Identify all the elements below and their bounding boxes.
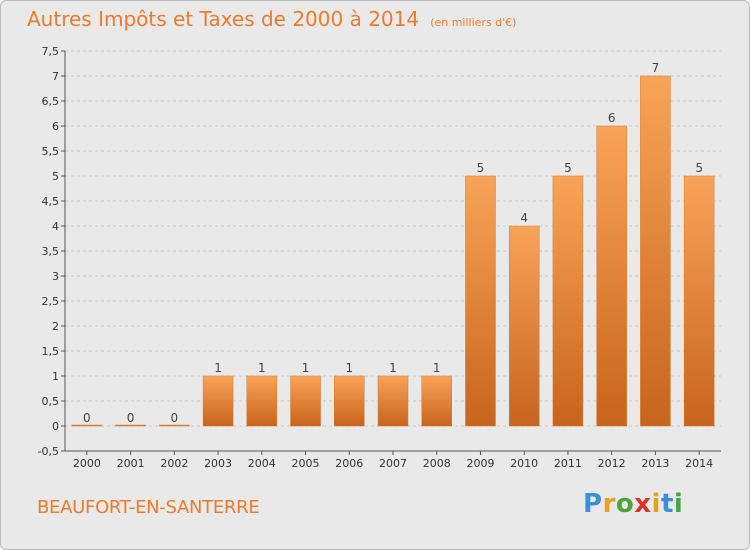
x-tick-label-2001: 2001 bbox=[117, 457, 145, 470]
bar-2012 bbox=[596, 125, 627, 427]
value-label-2012: 6 bbox=[608, 111, 616, 125]
logo-letter: x bbox=[634, 489, 652, 519]
value-label-2013: 7 bbox=[652, 61, 660, 75]
y-tick-label: 3,5 bbox=[42, 245, 60, 258]
commune-name: BEAUFORT-EN-SANTERRE bbox=[37, 497, 260, 518]
y-tick-label: 5 bbox=[52, 170, 59, 183]
value-label-2003: 1 bbox=[214, 361, 222, 375]
y-tick-label: 1,5 bbox=[42, 345, 60, 358]
value-label-2007: 1 bbox=[389, 361, 397, 375]
x-tick-label-2006: 2006 bbox=[335, 457, 363, 470]
bar-2003 bbox=[202, 375, 234, 427]
bar-2010 bbox=[508, 225, 540, 427]
y-tick-label: -0,5 bbox=[38, 445, 59, 458]
bar-2011 bbox=[552, 175, 584, 427]
y-tick-label: 7,5 bbox=[42, 45, 60, 58]
value-label-2008: 1 bbox=[433, 361, 441, 375]
x-tick-label-2007: 2007 bbox=[379, 457, 407, 470]
logo-letter: P bbox=[583, 489, 603, 519]
bar-2006 bbox=[334, 375, 365, 427]
y-tick-label: 4 bbox=[52, 220, 59, 233]
x-tick-label-2003: 2003 bbox=[204, 457, 232, 470]
x-tick-label-2002: 2002 bbox=[160, 457, 188, 470]
bar-2004 bbox=[246, 375, 278, 427]
value-label-2009: 5 bbox=[477, 161, 485, 175]
y-tick-label: 6,5 bbox=[42, 95, 60, 108]
y-tick-label: 1 bbox=[52, 370, 59, 383]
x-tick-label-2014: 2014 bbox=[685, 457, 713, 470]
value-label-2005: 1 bbox=[302, 361, 310, 375]
title-row: Autres Impôts et Taxes de 2000 à 2014 (e… bbox=[27, 7, 516, 31]
bar-2002 bbox=[159, 424, 190, 427]
x-tick-label-2008: 2008 bbox=[423, 457, 451, 470]
value-label-2006: 1 bbox=[345, 361, 353, 375]
x-tick-label-2009: 2009 bbox=[466, 457, 494, 470]
bar-2008 bbox=[421, 375, 452, 427]
x-tick-label-2005: 2005 bbox=[292, 457, 320, 470]
x-tick-label-2004: 2004 bbox=[248, 457, 276, 470]
bar-2009 bbox=[465, 175, 496, 427]
x-tick-label-2013: 2013 bbox=[641, 457, 669, 470]
x-tick-label-2011: 2011 bbox=[554, 457, 582, 470]
value-label-2002: 0 bbox=[171, 411, 179, 425]
y-tick-label: 0,5 bbox=[42, 395, 60, 408]
proxiti-logo: Proxiti bbox=[583, 489, 683, 519]
x-tick-label-2012: 2012 bbox=[598, 457, 626, 470]
bar-2001 bbox=[115, 424, 146, 427]
bar-2014 bbox=[683, 175, 715, 427]
logo-letter: r bbox=[602, 489, 616, 519]
bar-2007 bbox=[377, 375, 409, 427]
y-tick-label: 4,5 bbox=[42, 195, 60, 208]
y-tick-label: 6 bbox=[52, 120, 59, 133]
logo-letter: i bbox=[651, 489, 661, 519]
y-tick-label: 2,5 bbox=[42, 295, 60, 308]
value-label-2014: 5 bbox=[695, 161, 703, 175]
y-tick-label: 7 bbox=[52, 70, 59, 83]
y-tick-label: 3 bbox=[52, 270, 59, 283]
logo-letter: i bbox=[673, 489, 684, 519]
logo-letter: o bbox=[615, 489, 635, 519]
x-tick-label-2010: 2010 bbox=[510, 457, 538, 470]
y-tick-label: 2 bbox=[52, 320, 59, 333]
value-label-2000: 0 bbox=[83, 411, 91, 425]
y-tick-label: 0 bbox=[52, 420, 59, 433]
x-tick-label-2000: 2000 bbox=[73, 457, 101, 470]
value-label-2011: 5 bbox=[564, 161, 572, 175]
value-label-2004: 1 bbox=[258, 361, 266, 375]
chart-title: Autres Impôts et Taxes de 2000 à 2014 bbox=[27, 7, 420, 31]
bar-2000 bbox=[71, 424, 103, 427]
chart-subtitle: (en milliers d'€) bbox=[430, 16, 517, 29]
y-tick-label: 5,5 bbox=[42, 145, 60, 158]
bar-2005 bbox=[290, 375, 321, 427]
value-label-2010: 4 bbox=[520, 211, 528, 225]
bar-2013 bbox=[640, 75, 671, 427]
value-label-2001: 0 bbox=[127, 411, 135, 425]
logo-letter: t bbox=[660, 489, 674, 519]
